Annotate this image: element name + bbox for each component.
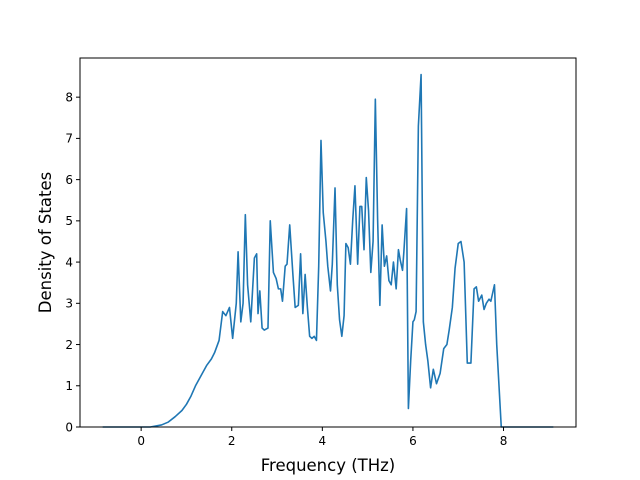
y-tick-label: 6 [65, 173, 73, 187]
x-tick-label: 4 [319, 434, 327, 448]
y-tick-label: 0 [65, 420, 73, 434]
y-tick-label: 8 [65, 90, 73, 104]
axes-frame [79, 57, 577, 428]
y-tick-label: 7 [65, 132, 73, 146]
y-tick-label: 5 [65, 214, 73, 228]
y-tick-label: 4 [65, 255, 73, 269]
x-tick-label: 6 [409, 434, 417, 448]
plot-area [102, 73, 554, 428]
y-axis-label: Density of States [36, 172, 55, 313]
y-axis-ticks: 0 1 2 3 4 5 6 7 8 [65, 90, 80, 434]
dos-series-line-0 [102, 73, 554, 428]
x-tick-label: 2 [228, 434, 236, 448]
y-tick-label: 1 [65, 379, 73, 393]
y-tick-label: 3 [65, 297, 73, 311]
x-tick-label: 0 [137, 434, 145, 448]
y-tick-label: 2 [65, 338, 73, 352]
x-axis-ticks: 0 2 4 6 8 [137, 427, 507, 448]
x-tick-label: 8 [500, 434, 508, 448]
x-axis-label: Frequency (THz) [261, 456, 396, 475]
